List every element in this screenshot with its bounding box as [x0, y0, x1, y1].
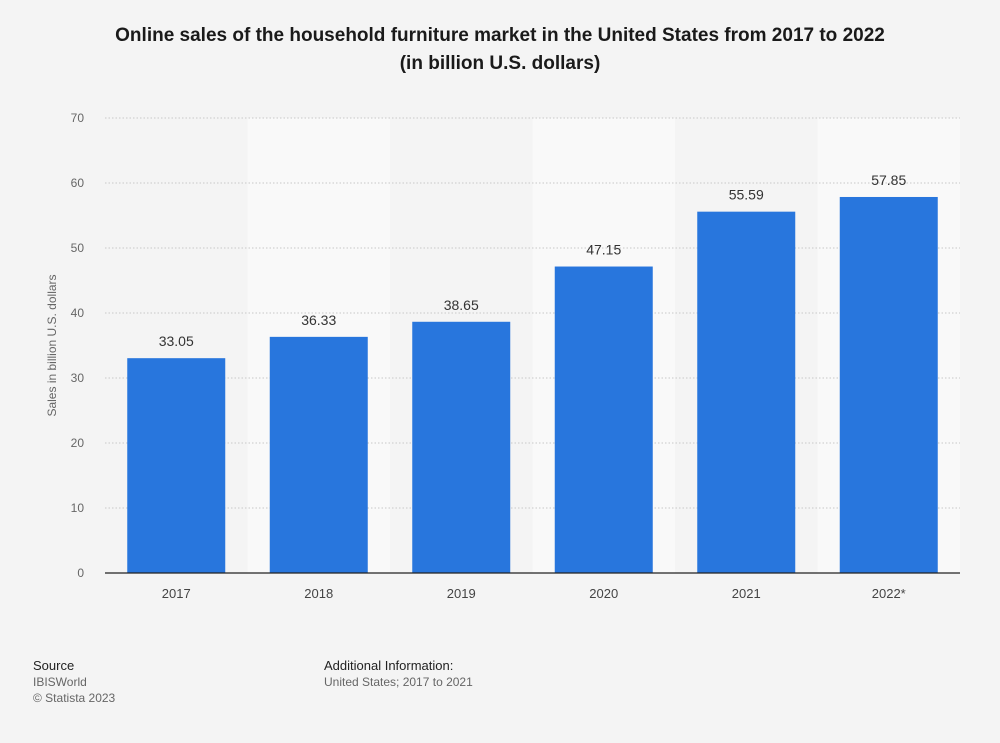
additional-info-heading: Additional Information: [324, 658, 454, 673]
bars [127, 196, 938, 574]
y-tick-label: 60 [71, 176, 85, 190]
y-tick-label: 10 [71, 501, 85, 515]
x-tick-label: 2022* [872, 586, 906, 601]
data-label: 57.85 [871, 172, 906, 188]
y-tick-labels: 0 10 20 30 40 50 60 70 [71, 111, 85, 580]
x-tick-label: 2018 [304, 586, 333, 601]
y-tick-label: 70 [71, 111, 85, 125]
x-tick-label: 2021 [732, 586, 761, 601]
source-name: IBISWorld [33, 675, 87, 689]
bar-2021[interactable] [697, 211, 796, 574]
copyright: © Statista 2023 [33, 691, 116, 705]
bar-2019[interactable] [412, 321, 511, 573]
y-tick-label: 50 [71, 241, 85, 255]
chart-title-line-2: (in billion U.S. dollars) [399, 53, 601, 74]
y-axis-label: Sales in billion U.S. dollars [45, 274, 59, 416]
data-label: 33.05 [159, 333, 194, 349]
data-label: 55.59 [729, 187, 764, 203]
chart-title: Online sales of the household furniture … [40, 22, 960, 78]
bar-2017[interactable] [127, 358, 226, 573]
additional-info-block: Additional Information: United States; 2… [324, 658, 473, 690]
data-label: 36.33 [301, 312, 336, 328]
source-heading: Source [33, 658, 75, 673]
bar-chart: 0 10 20 30 40 50 60 70 33.05 36.33 38.65 47.15 55.5… [45, 111, 960, 601]
chart-title-line-1: Online sales of the household furniture … [115, 25, 885, 46]
bar-2022*[interactable] [839, 196, 938, 573]
y-tick-label: 20 [71, 436, 85, 450]
source-block: Source IBISWorld © Statista 2023 [33, 658, 115, 706]
x-tick-label: 2017 [162, 586, 191, 601]
y-tick-label: 40 [71, 306, 85, 320]
gridlines [105, 117, 960, 509]
x-tick-label: 2020 [589, 586, 618, 601]
x-tick-labels: 2017 2018 2019 2020 2021 2022* [162, 586, 906, 601]
data-label: 38.65 [444, 297, 479, 313]
bar-2020[interactable] [554, 266, 653, 573]
bar-2018[interactable] [269, 336, 368, 573]
data-label: 47.15 [586, 242, 621, 258]
y-tick-label: 30 [71, 371, 85, 385]
y-tick-label: 0 [77, 566, 84, 580]
x-tick-label: 2019 [447, 586, 476, 601]
additional-info-text: United States; 2017 to 2021 [324, 675, 473, 689]
value-labels: 33.05 36.33 38.65 47.15 55.59 57.85 [159, 172, 907, 349]
